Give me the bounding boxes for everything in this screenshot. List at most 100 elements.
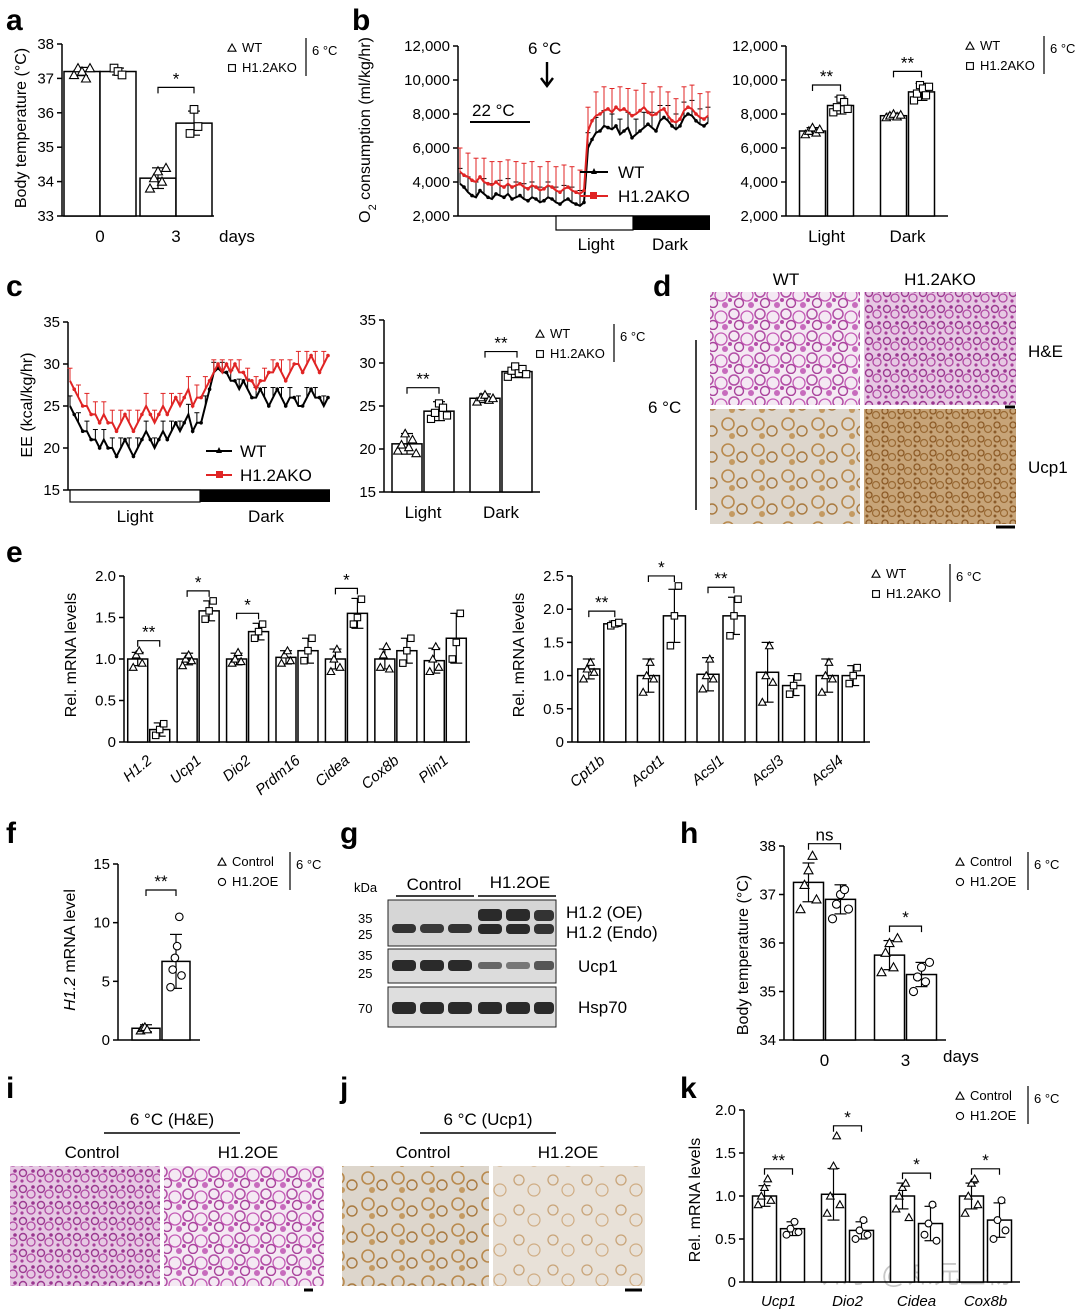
e2-xtick-Cpt1b: Cpt1b [567,752,609,791]
b-point-WT-39 [614,124,618,128]
b2-legend-label-0: WT [980,38,1000,53]
c-point-H1.2AKO-27 [182,395,186,400]
c_bar-point-WT-Light-2 [400,428,411,438]
g-blot-ucp1 [387,948,557,984]
b_bar-point-H1.2AKO-Dark-5 [924,82,934,91]
e2-sig-bracket-Acsl1 [707,586,735,594]
b-point-H1.2AKO-61 [702,117,706,121]
e1-sig-label-Dio2: * [244,595,251,614]
e1-point-WT-Cidea-3 [335,662,345,671]
c-ytick-label-1: 20 [43,440,60,457]
f-ytick-label-2: 10 [93,915,110,932]
a-legend-label-0: WT [242,40,262,55]
d-row-ucp1: Ucp1 [1028,458,1068,477]
e2-point-H1.2AKO-Acsl4-1 [849,671,857,680]
h-point-H1.2OE-3-3 [920,977,931,987]
f-ylabel-rest: mRNA level [62,889,79,977]
b-point-WT-37 [606,125,610,130]
k-point-H1.2OE-Cidea-0 [920,1230,929,1239]
f-point-Control-3 [141,1024,153,1034]
h-point-H1.2OE-0-0 [827,914,838,924]
h-point-Control-3-3 [888,961,899,972]
b-point-WT-35 [598,129,602,133]
e1-point-H1.2AKO-Cidea-0 [349,620,358,628]
c-point-WT-61 [326,395,330,400]
h-xtick-0: 0 [820,1051,829,1070]
a-ytick-label-0: 33 [37,208,54,225]
b-point-H1.2AKO-53 [670,119,674,123]
k-point-H1.2OE-Dio2-3 [863,1230,872,1239]
c_bar-point-H1.2AKO-Light-4 [442,411,452,420]
k-point-Control-Ucp1-0 [753,1199,763,1209]
e2-point-WT-Acsl3-1 [761,670,771,680]
c-point-H1.2AKO-43 [250,379,254,383]
k-sig-label-Cidea: * [913,1155,920,1174]
h-point-Control-3-4 [892,932,903,943]
b-point-H1.2AKO-39 [614,105,618,109]
b-point-H1.2AKO-41 [622,107,626,111]
e1-point-H1.2AKO-Cox8b-1 [403,646,411,655]
panel-label-i: i [6,1072,14,1105]
b-ytick-label-4: 10,000 [404,72,450,89]
b_bar-bar-WT-Light [798,130,827,217]
e1-ylabel: Rel. mRNA levels [63,593,80,717]
b_bar-point-H1.2AKO-Light-4 [843,104,852,114]
k-bar-Control-Ucp1 [751,1195,778,1283]
panel-label-k: k [680,1072,697,1105]
h-point-H1.2OE-0-3 [839,885,850,895]
b-point-H1.2AKO-11 [502,185,506,189]
e1-point-H1.2AKO-Plin1-1 [452,638,461,647]
k-point-Control-Cox8b-3 [969,1173,980,1183]
e1-sig-label-Cidea: * [343,570,350,589]
b-ylabel-rest: consumption (ml/kg/hr) [357,37,374,204]
b_bar-ytick-label-3: 8,000 [740,106,778,123]
k-xtick-Dio2: Dio2 [832,1293,864,1310]
j-col-oe: H1.2OE [538,1143,598,1162]
c-point-WT-51 [283,404,288,408]
c-ylabel: EE (kcal/kg/hr) [19,353,36,458]
c-point-H1.2AKO-49 [275,362,280,366]
h-sig-label-3: * [902,908,909,927]
k-legend-marker-1 [955,1111,965,1121]
b_bar-ytick-label-1: 4,000 [740,174,778,191]
h-xtick-3: 3 [901,1051,910,1070]
f-point-H1.2OE-5 [177,971,186,980]
e1-point-H1.2AKO-H1.2-0 [151,731,160,740]
b-cold-label: 6 °C [528,39,561,58]
b_bar-sig-bracket-Dark [892,70,923,78]
c_bar-point-WT-Light-4 [407,434,418,444]
c-point-WT-7 [97,446,102,450]
b-point-WT-25 [558,202,562,206]
c2-legend-label-0: WT [550,326,570,341]
b-point-H1.2AKO-55 [678,117,682,121]
c2-legend-marker-0 [535,328,545,338]
c-point-WT-11 [114,454,119,459]
e1-point-WT-Cox8b-3 [384,664,395,673]
a-legend-note: 6 °C [312,43,337,58]
b-legend-ko-label: H1.2AKO [618,187,690,206]
b_bar-ytick-label-4: 10,000 [732,72,778,89]
k-point-Control-Cox8b-2 [966,1178,977,1187]
k-point-H1.2OE-Cox8b-2 [997,1196,1006,1205]
e2-point-WT-Acsl3-0 [757,697,768,706]
k-legend-marker-0 [955,1090,965,1100]
c-point-WT-3 [80,429,85,434]
f-legend-note: 6 °C [296,857,321,872]
k-point-H1.2OE-Ucp1-1 [786,1224,795,1233]
k-point-Control-Cox8b-4 [973,1199,983,1209]
f-legend-label-0: Control [232,854,274,869]
e1-point-WT-H1.2-2 [134,645,144,655]
c-point-WT-31 [199,421,203,425]
k-point-Control-Dio2-3 [831,1130,842,1140]
j-title: 6 °C (Ucp1) [444,1110,533,1129]
e2-ylabel: Rel. mRNA levels [511,593,528,717]
c-point-H1.2AKO-51 [283,379,288,383]
k-point-Control-Ucp1-1 [756,1191,767,1200]
b_bar-point-H1.2AKO-Dark-4 [921,91,931,100]
b-point-WT-21 [542,198,546,203]
c_bar-ytick-label-4: 35 [359,312,376,329]
c-point-H1.2AKO-17 [140,412,144,417]
e1-point-WT-Dio2-0 [227,658,237,667]
e2-point-WT-Cpt1b-2 [585,657,596,666]
e2-point-H1.2AKO-Acsl3-2 [793,673,802,681]
